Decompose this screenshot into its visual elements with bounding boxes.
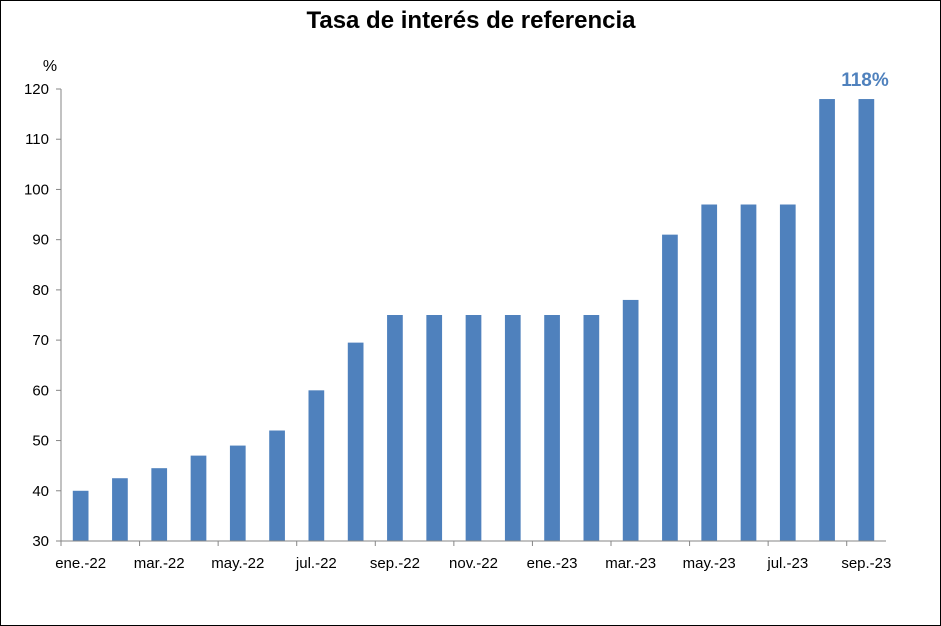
x-tick-label: mar.-22	[134, 555, 185, 572]
bar	[779, 204, 796, 541]
bar	[819, 99, 835, 541]
y-tick-label: 60	[32, 382, 49, 399]
bar	[622, 299, 639, 541]
x-tick-label: jul.-23	[766, 555, 808, 572]
bar	[465, 315, 482, 541]
chart-title: Tasa de interés de referencia	[306, 7, 636, 34]
y-axis-unit-label: %	[43, 58, 57, 75]
bar	[269, 430, 285, 541]
bar	[662, 234, 678, 541]
bar	[544, 315, 560, 541]
y-axis: 30 40 50 60 70 80 90 100 110 120	[24, 81, 62, 550]
bar	[504, 315, 521, 541]
last-value-annotation: 118%	[841, 70, 889, 91]
x-tick-label: sep.-23	[841, 555, 891, 572]
bar	[426, 315, 443, 541]
bar	[858, 99, 875, 541]
bar	[740, 204, 757, 541]
x-tick-label: ene.-23	[527, 555, 578, 572]
x-tick-label: ene.-22	[55, 555, 106, 572]
y-tick-label: 70	[32, 332, 49, 349]
y-tick-label: 110	[25, 131, 49, 148]
y-tick-label: 40	[32, 483, 49, 500]
y-tick-label: 80	[32, 282, 49, 299]
x-axis: ene.-22 mar.-22 may.-22 jul.-22 sep.-22 nov.-…	[55, 540, 891, 572]
bar-series	[72, 99, 875, 541]
bar	[190, 455, 207, 541]
y-tick-label: 50	[32, 433, 49, 450]
x-tick-label: sep.-22	[370, 555, 420, 572]
y-tick-label: 120	[24, 81, 49, 98]
x-tick-label: mar.-23	[605, 555, 656, 572]
bar	[583, 315, 600, 541]
x-tick-label: may.-23	[683, 555, 736, 572]
bar	[347, 342, 364, 541]
bar	[701, 204, 718, 541]
bar	[308, 390, 325, 541]
x-tick-label: jul.-22	[295, 555, 337, 572]
bar	[151, 468, 168, 541]
y-tick-label: 100	[24, 181, 49, 198]
x-tick-label: may.-22	[211, 555, 264, 572]
bar	[72, 490, 89, 541]
x-tick-label: nov.-22	[449, 555, 498, 572]
bar	[229, 445, 246, 541]
bar	[112, 478, 128, 541]
bar	[387, 315, 403, 541]
y-tick-label: 30	[32, 533, 49, 550]
y-tick-label: 90	[32, 232, 49, 249]
